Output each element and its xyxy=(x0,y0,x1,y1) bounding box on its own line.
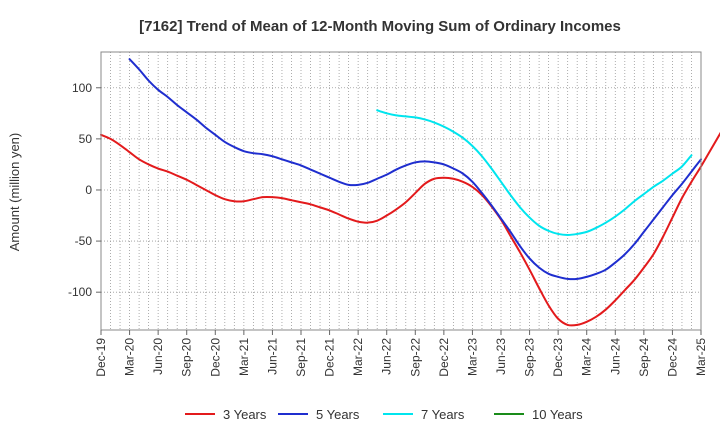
x-tick-label: Mar-25 xyxy=(694,338,708,376)
y-tick-label: 100 xyxy=(72,81,92,95)
y-axis-ticks: 100 50 0 -50 -100 xyxy=(68,81,101,299)
x-tick-label: Dec-19 xyxy=(94,338,108,377)
y-tick-label: 50 xyxy=(79,132,93,146)
x-tick-label: Dec-23 xyxy=(551,338,565,377)
legend-label: 5 Years xyxy=(316,407,360,422)
x-tick-label: Jun-21 xyxy=(265,338,279,375)
series-line-7-years xyxy=(376,109,693,236)
x-tick-label: Mar-22 xyxy=(351,338,365,376)
x-tick-label: Mar-21 xyxy=(237,338,251,376)
x-tick-label: Jun-20 xyxy=(151,338,165,375)
x-tick-label: Jun-22 xyxy=(380,338,394,375)
x-tick-label: Mar-23 xyxy=(465,338,479,376)
series-line-5-years xyxy=(128,58,702,281)
x-tick-label: Sep-22 xyxy=(408,338,422,377)
y-tick-label: 0 xyxy=(85,183,92,197)
x-tick-label: Mar-24 xyxy=(580,338,594,376)
x-tick-label: Sep-23 xyxy=(523,338,537,377)
x-tick-label: Dec-22 xyxy=(437,338,451,377)
x-tick-label: Jun-24 xyxy=(608,338,622,375)
y-tick-label: -100 xyxy=(68,285,92,299)
x-tick-label: Sep-20 xyxy=(180,338,194,377)
chart-title: [7162] Trend of Mean of 12-Month Moving … xyxy=(139,18,621,35)
legend-label: 10 Years xyxy=(532,407,583,422)
legend-label: 3 Years xyxy=(223,407,267,422)
y-axis-label: Amount (million yen) xyxy=(7,133,22,252)
series-line-3-years xyxy=(100,131,720,327)
x-tick-label: Mar-20 xyxy=(123,338,137,376)
legend: 3 Years 5 Years 7 Years 10 Years xyxy=(185,407,583,422)
x-tick-label: Jun-23 xyxy=(494,338,508,375)
x-tick-label: Dec-20 xyxy=(208,338,222,377)
grid-lines xyxy=(101,52,701,330)
x-tick-label: Sep-24 xyxy=(637,338,651,377)
plot-frame xyxy=(100,51,702,331)
legend-label: 7 Years xyxy=(421,407,465,422)
x-tick-label: Dec-21 xyxy=(323,338,337,377)
series-lines xyxy=(100,58,720,327)
x-axis-ticks: Dec-19 Mar-20 Jun-20 Sep-20 Dec-20 Mar-21 Jun-… xyxy=(94,330,708,377)
y-tick-label: -50 xyxy=(75,234,93,248)
x-tick-label: Dec-24 xyxy=(665,338,679,377)
x-tick-label: Sep-21 xyxy=(294,338,308,377)
